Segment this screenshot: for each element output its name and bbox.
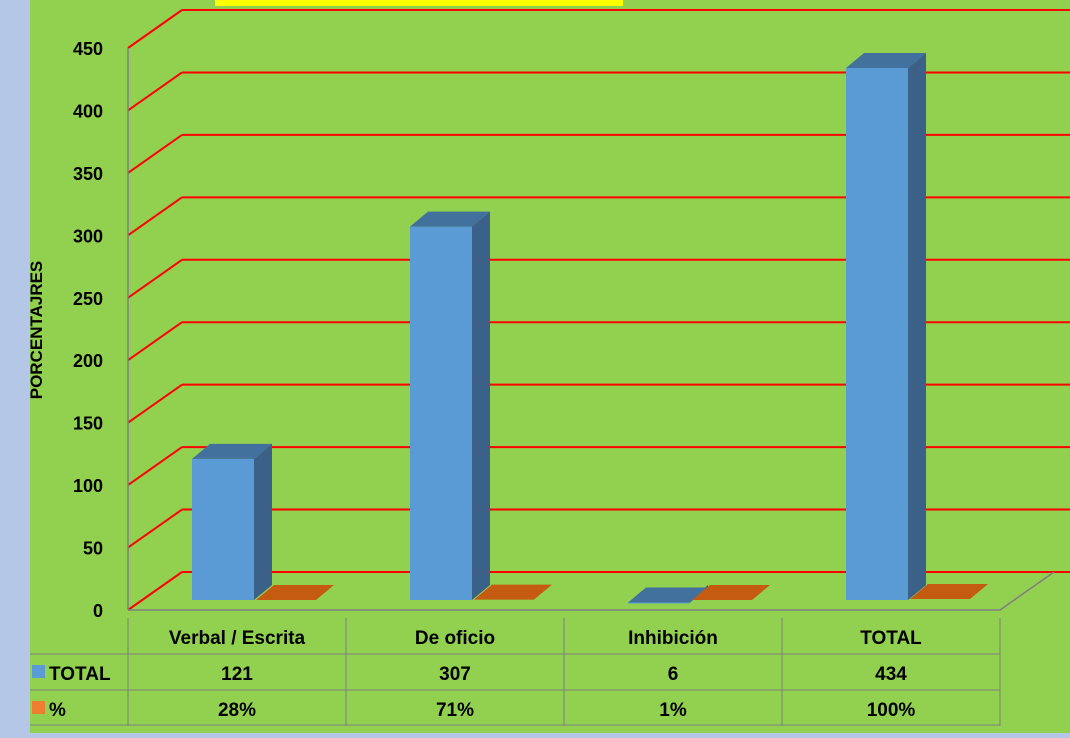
gridline-side bbox=[127, 71, 183, 112]
bar-total-side bbox=[908, 52, 926, 600]
legend-entry: % bbox=[49, 700, 66, 721]
data-label: 1% bbox=[659, 700, 687, 721]
data-label: 434 bbox=[875, 664, 907, 685]
gridline-side bbox=[127, 383, 183, 424]
gridline-side bbox=[127, 321, 183, 362]
bar-total-top bbox=[846, 52, 926, 68]
gridline-side bbox=[127, 571, 183, 611]
bar-pct-top bbox=[692, 585, 770, 600]
data-label: 121 bbox=[221, 664, 253, 685]
y-axis-label: PORCENTAJRES bbox=[27, 261, 46, 400]
y-tick-label: 350 bbox=[73, 164, 103, 184]
y-tick-label: 150 bbox=[73, 414, 103, 434]
y-tick-label: 0 bbox=[93, 601, 103, 621]
bars bbox=[192, 52, 988, 604]
y-tick-label: 100 bbox=[73, 476, 103, 496]
bar-total-front bbox=[628, 602, 690, 604]
data-label: 28% bbox=[218, 700, 256, 721]
y-tick-label: 300 bbox=[73, 226, 103, 246]
y-tick-label: 200 bbox=[73, 351, 103, 371]
gridline-side bbox=[127, 446, 183, 486]
data-label: 71% bbox=[436, 700, 474, 721]
bar-total-top bbox=[192, 443, 272, 459]
axes: 0 50 100 150 200 250 300 350 400 450 bbox=[73, 39, 1055, 621]
title-highlight bbox=[215, 0, 623, 6]
legend-key bbox=[32, 701, 45, 714]
data-label: 100% bbox=[867, 700, 916, 721]
bar-pct-top bbox=[910, 584, 988, 599]
bar-total-side bbox=[472, 211, 490, 600]
bar-total-top bbox=[628, 587, 708, 603]
gridline-side bbox=[127, 196, 183, 237]
x-tick-label: TOTAL bbox=[860, 628, 922, 649]
y-tick-label: 400 bbox=[73, 101, 103, 121]
bar-total-front bbox=[410, 226, 472, 600]
gridline-side bbox=[127, 134, 183, 174]
bar-pct-top bbox=[474, 584, 552, 600]
data-label: 6 bbox=[668, 664, 679, 685]
bar-total-front bbox=[192, 458, 254, 600]
data-table: Verbal / Escrita De oficio Inhibición TOTAL… bbox=[30, 618, 1001, 726]
bar-total-front bbox=[846, 67, 908, 600]
bar-total-top bbox=[410, 211, 490, 227]
floor-outline bbox=[128, 571, 1055, 611]
legend-entry: TOTAL bbox=[49, 664, 111, 685]
legend-key bbox=[32, 665, 45, 678]
gridline-side bbox=[127, 9, 183, 49]
x-tick-label: Inhibición bbox=[628, 628, 718, 649]
y-tick-label: 50 bbox=[83, 539, 103, 559]
x-tick-label: Verbal / Escrita bbox=[169, 628, 306, 649]
bar-pct-top bbox=[256, 585, 334, 600]
x-tick-label: De oficio bbox=[415, 628, 495, 649]
y-tick-label: 450 bbox=[73, 39, 103, 59]
bar-total-side bbox=[254, 443, 272, 600]
y-tick-label: 250 bbox=[73, 289, 103, 309]
data-label: 307 bbox=[439, 664, 471, 685]
gridline-side bbox=[127, 258, 183, 299]
gridline-side bbox=[127, 508, 183, 549]
